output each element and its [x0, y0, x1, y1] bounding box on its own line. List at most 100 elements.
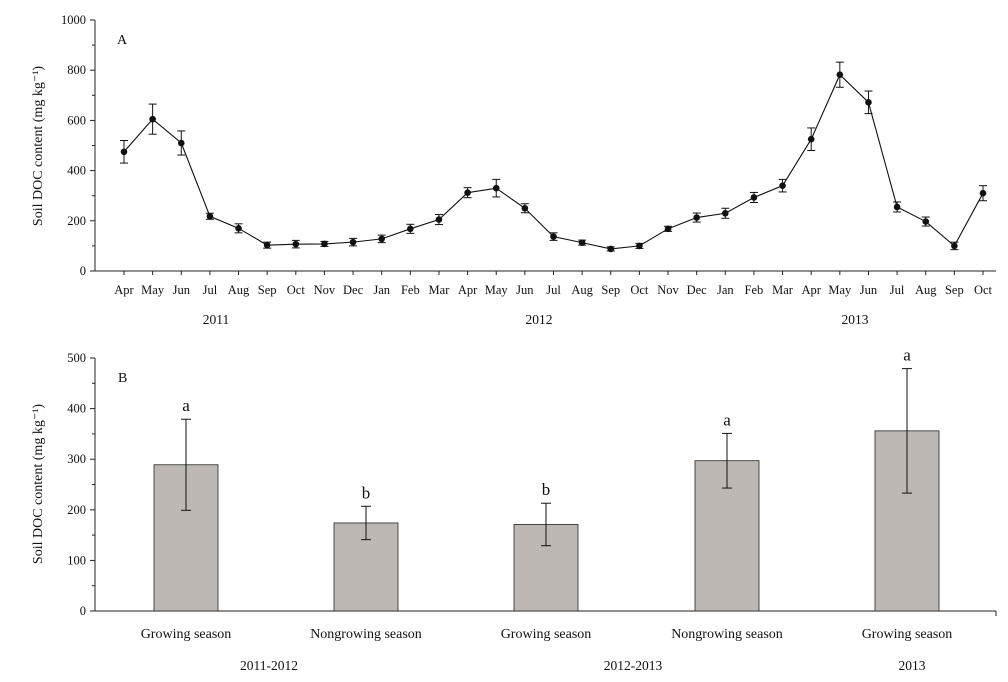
panel-b-y-tick-label: 0 — [80, 604, 86, 618]
panel-a-x-tick-label: Sep — [601, 283, 620, 297]
panel-a-data-point — [779, 182, 786, 189]
panel-a-data-point — [206, 212, 214, 220]
panel-a-x-tick-label: Jun — [516, 283, 534, 297]
panel-a-x-tick-label: May — [828, 283, 852, 297]
panel-a-x-tick-label: Sep — [945, 283, 964, 297]
panel-a-data-point — [836, 71, 844, 79]
panel-a-x-tick-label: Feb — [401, 283, 420, 297]
panel-b-group-labels: 2011-2012 2012-2013 2013 — [240, 658, 926, 673]
panel-b-y-ticks: 0 100 200 300 400 500 — [67, 351, 95, 618]
panel-a-x-tick-label: Jun — [860, 283, 878, 297]
panel-a-x-tick-label: Apr — [801, 283, 821, 297]
panel-a-data-point — [722, 209, 729, 217]
panel-a-data-point — [321, 240, 328, 248]
panel-a-x-tick-label: Mar — [772, 283, 794, 297]
panel-a-x-tick-label: Aug — [571, 283, 593, 297]
panel-a-x-tick-label: Mar — [429, 283, 451, 297]
panel-a-data-point — [750, 194, 758, 201]
panel-a-year-label: 2013 — [842, 312, 869, 327]
panel-a-y-tick-label: 600 — [67, 113, 86, 127]
panel-a-data-point — [407, 225, 414, 233]
panel-a-data-point — [636, 242, 643, 250]
panel-a-data-point — [292, 240, 300, 248]
panel-a-x-tick-label: Jan — [373, 283, 390, 297]
panel-a-data-point — [235, 225, 242, 232]
panel-a-x-tick-label: Jun — [173, 283, 191, 297]
panel-a-data-point — [521, 204, 529, 212]
panel-b-category-label: Nongrowing season — [671, 627, 783, 642]
panel-a-axes — [94, 20, 996, 272]
panel-b-y-axis-label: Soil DOC content (mg kg⁻¹) — [31, 404, 46, 564]
panel-a-data-point — [578, 239, 586, 246]
panel-b-label: B — [118, 371, 127, 386]
panel-a-x-tick-label: Oct — [630, 283, 649, 297]
panel-a-y-tick-label: 800 — [67, 63, 86, 77]
panel-a-data-point — [349, 238, 357, 246]
panel-a-year-label: 2011 — [203, 312, 230, 327]
panel-a-x-tick-label: Oct — [287, 283, 306, 297]
panel-b-category-labels: Growing season Nongrowing season Growing s… — [141, 627, 953, 642]
panel-a-data-point — [120, 148, 128, 156]
panel-b-category-label: Growing season — [141, 627, 232, 642]
panel-a-label: A — [117, 33, 128, 48]
panel-b-category-label: Growing season — [501, 627, 592, 642]
panel-b-significance-letter: a — [723, 410, 731, 429]
panel-a-y-axis-label: Soil DOC content (mg kg⁻¹) — [31, 66, 46, 226]
panel-b-group-label: 2013 — [899, 658, 926, 673]
panel-a-data-point — [664, 225, 672, 233]
panel-a-data-point — [177, 139, 185, 147]
panel-a-x-tick-label: Sep — [258, 283, 277, 297]
panel-a-data-point — [807, 135, 815, 143]
panel-a-y-tick-label: 1000 — [61, 13, 86, 27]
panel-a-year-labels: 2011 2012 2013 — [203, 312, 869, 327]
panel-a-line-chart: A Soil DOC content (mg kg⁻¹) 0 200 400 600 8… — [31, 13, 996, 327]
panel-b-bars: a b b a a — [153, 346, 940, 612]
panel-b-group-label: 2011-2012 — [240, 658, 298, 673]
panel-a-data-point — [922, 218, 930, 225]
panel-a-x-tick-label: Jul — [546, 283, 561, 297]
panel-a-y-ticks: 0 200 400 600 800 1000 — [61, 13, 95, 278]
panel-a-data-point — [607, 245, 615, 253]
panel-a-series-line — [123, 73, 984, 250]
panel-b-significance-letter: a — [903, 346, 911, 365]
panel-b-category-label: Growing season — [862, 627, 953, 642]
panel-a-x-tick-label: Aug — [228, 283, 250, 297]
panel-a-x-tick-label: Oct — [974, 283, 993, 297]
panel-a-x-tick-label: May — [141, 283, 165, 297]
panel-a-x-tick-label: Jul — [890, 283, 905, 297]
panel-b-group-label: 2012-2013 — [604, 658, 663, 673]
panel-a-x-tick-label: May — [485, 283, 509, 297]
panel-b-y-tick-label: 300 — [67, 452, 86, 466]
panel-a-series — [120, 61, 987, 253]
panel-a-data-point — [951, 242, 958, 250]
panel-a-x-tick-label: Nov — [657, 283, 679, 297]
panel-b-y-tick-label: 100 — [67, 553, 86, 567]
panel-a-x-tick-label: Dec — [687, 283, 708, 297]
panel-a-x-tick-label: Nov — [314, 283, 336, 297]
panel-a-data-point — [893, 203, 901, 211]
panel-a-x-tick-label: Dec — [343, 283, 364, 297]
panel-a-x-ticks: Apr May Jun Jul Aug Sep Oct Nov Dec Jan Feb Mar Apr M… — [114, 271, 993, 297]
panel-a-x-tick-label: Jan — [717, 283, 734, 297]
panel-b-y-tick-label: 200 — [67, 503, 86, 517]
panel-a-data-point — [979, 189, 987, 197]
panel-a-x-tick-label: Aug — [915, 283, 937, 297]
panel-a-x-tick-label: Apr — [114, 283, 134, 297]
panel-a-data-point — [378, 235, 386, 243]
panel-b-bar-chart: B Soil DOC content (mg kg⁻¹) 0 100 200 300 4… — [31, 346, 997, 673]
panel-a-year-label: 2012 — [526, 312, 553, 327]
panel-b-category-label: Nongrowing season — [310, 627, 422, 642]
panel-a-data-point — [464, 189, 471, 196]
panel-a-data-point — [693, 214, 700, 221]
panel-a-data-point — [492, 184, 500, 192]
panel-a-data-point — [865, 99, 872, 106]
panel-a-data-point — [550, 233, 557, 240]
panel-b-significance-letter: a — [182, 396, 190, 415]
panel-a-data-point — [263, 241, 271, 249]
panel-b-significance-letter: b — [362, 483, 371, 502]
panel-a-y-tick-label: 200 — [67, 214, 86, 228]
panel-a-x-tick-label: Jul — [203, 283, 218, 297]
panel-b-y-tick-label: 400 — [67, 402, 86, 416]
panel-a-data-point — [435, 216, 443, 223]
